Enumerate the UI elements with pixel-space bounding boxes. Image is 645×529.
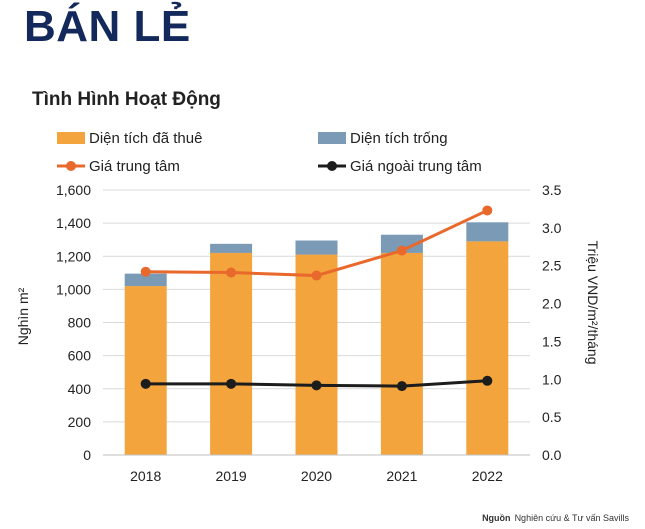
- page-title: BÁN LẺ: [24, 2, 191, 51]
- point-cbd: [311, 270, 322, 281]
- x-tick-label: 2019: [216, 468, 247, 484]
- x-tick-label: 2021: [386, 468, 417, 484]
- bar-leased: [210, 252, 253, 455]
- point-noncbd: [396, 381, 407, 392]
- y-tick-label: 0: [83, 447, 91, 463]
- bar-leased: [295, 254, 338, 455]
- bar-vacant: [380, 234, 423, 253]
- y-axis-title: Nghìn m²: [15, 287, 31, 345]
- y2-tick-label: 1.5: [542, 333, 562, 349]
- y2-tick-label: 2.0: [542, 296, 562, 312]
- y2-tick-label: 3.0: [542, 220, 562, 236]
- legend-cbd-marker: [66, 161, 76, 171]
- legend-vacant-swatch: [318, 132, 346, 144]
- y2-tick-label: 1.0: [542, 371, 562, 387]
- legend-cbd-label: Giá trung tâm: [89, 158, 180, 175]
- point-cbd: [482, 205, 493, 216]
- bar-vacant: [124, 273, 167, 287]
- y-tick-label: 1,600: [56, 182, 91, 198]
- point-noncbd: [482, 375, 493, 386]
- y-tick-label: 1,400: [56, 215, 91, 231]
- legend-vacant-label: Diện tích trống: [350, 130, 448, 147]
- point-noncbd: [140, 378, 151, 389]
- point-cbd: [396, 245, 407, 256]
- point-noncbd: [311, 380, 322, 391]
- y2-axis-title: Triệu VND/m²/tháng: [585, 241, 601, 365]
- y-tick-label: 1,000: [56, 281, 91, 297]
- bar-leased: [466, 241, 509, 455]
- point-noncbd: [226, 378, 237, 389]
- y2-tick-label: 0.0: [542, 447, 562, 463]
- bars: [124, 222, 509, 455]
- y-tick-label: 800: [68, 315, 92, 331]
- x-tick-label: 2020: [301, 468, 332, 484]
- bar-vacant: [466, 222, 509, 242]
- legend-leased-label: Diện tích đã thuê: [89, 130, 202, 147]
- chart-title: Tình Hình Hoạt Động: [32, 89, 221, 110]
- x-tick-label: 2018: [130, 468, 161, 484]
- lines: [140, 205, 493, 392]
- y2-tick-label: 2.5: [542, 258, 562, 274]
- source-label: Nguồn: [482, 513, 511, 523]
- bar-leased: [380, 252, 423, 455]
- point-cbd: [226, 267, 237, 278]
- legend: Diện tích đã thuê Diện tích trống Giá trun…: [57, 130, 482, 175]
- legend-leased-swatch: [57, 132, 85, 144]
- y-tick-label: 1,200: [56, 248, 91, 264]
- point-cbd: [140, 266, 151, 277]
- y-tick-label: 600: [68, 348, 92, 364]
- x-tick-label: 2022: [472, 468, 503, 484]
- axes: 0 200 400 600 800 1,000 1,200 1,400 1,600 0.0 0.5 1…: [15, 182, 601, 484]
- y-tick-label: 200: [68, 414, 92, 430]
- legend-noncbd-marker: [327, 161, 337, 171]
- bar-vacant: [210, 243, 253, 253]
- bar-leased: [124, 286, 167, 455]
- legend-noncbd-label: Giá ngoài trung tâm: [350, 158, 482, 175]
- source-text: Nghiên cứu & Tư vấn Savills: [514, 513, 629, 523]
- y-tick-label: 400: [68, 381, 92, 397]
- y2-tick-label: 0.5: [542, 409, 562, 425]
- y2-tick-label: 3.5: [542, 182, 562, 198]
- bar-vacant: [295, 240, 338, 255]
- source-note: Nguồn Nghiên cứu & Tư vấn Savills: [482, 513, 629, 523]
